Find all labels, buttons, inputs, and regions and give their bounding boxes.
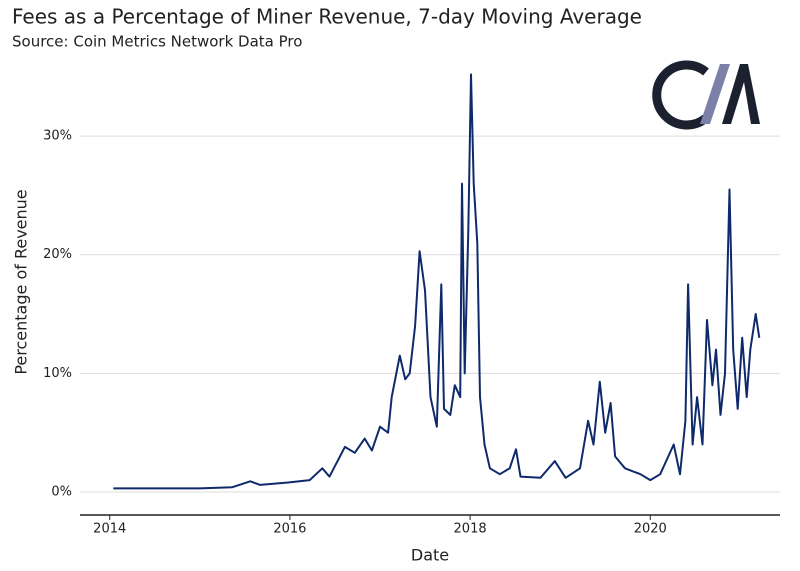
y-tick-label: 10% — [43, 366, 72, 381]
chart-title: Fees as a Percentage of Miner Revenue, 7… — [12, 5, 642, 29]
y-tick-label: 30% — [43, 129, 72, 144]
logo-c — [652, 60, 709, 130]
y-axis-label: Percentage of Revenue — [12, 189, 31, 374]
logo — [652, 60, 760, 130]
logo-slash — [700, 64, 730, 124]
x-tick-label: 2016 — [273, 522, 306, 537]
x-tick-label: 2020 — [634, 522, 667, 537]
x-axis-label: Date — [411, 546, 449, 565]
y-tick-label: 20% — [43, 247, 72, 262]
y-tick-label: 0% — [51, 484, 72, 499]
line — [113, 73, 761, 490]
x-tick-label: 2018 — [454, 522, 487, 537]
logo-m — [722, 64, 760, 124]
x-tick-label: 2014 — [93, 522, 126, 537]
chart-subtitle: Source: Coin Metrics Network Data Pro — [12, 33, 302, 51]
